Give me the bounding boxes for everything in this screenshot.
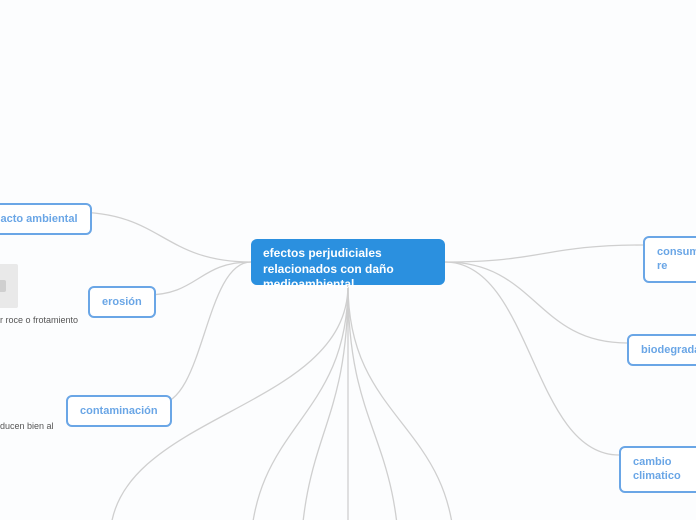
node-label: erosión [102, 296, 142, 308]
center-node-label: efectos perjudiciales relacionados con d… [263, 246, 394, 291]
node-bio[interactable]: biodegradable [627, 334, 696, 366]
image-placeholder [0, 264, 18, 308]
node-consumo[interactable]: consumo re [643, 236, 696, 283]
node-label: cambio climatico [633, 456, 681, 482]
mindmap-canvas: efectos perjudiciales relacionados con d… [0, 0, 696, 520]
node-contam[interactable]: contaminación [66, 395, 172, 427]
node-label: biodegradable [641, 344, 696, 356]
node-label: consumo re [657, 246, 696, 272]
text-fragment: roducen bien al [0, 421, 54, 431]
node-cambio[interactable]: cambio climatico [619, 446, 696, 493]
node-label: contaminación [80, 405, 158, 417]
node-impacto[interactable]: mpacto ambiental [0, 203, 92, 235]
center-node[interactable]: efectos perjudiciales relacionados con d… [251, 239, 445, 285]
text-fragment: por roce o frotamiento [0, 315, 78, 325]
node-label: mpacto ambiental [0, 213, 78, 225]
node-erosion[interactable]: erosión [88, 286, 156, 318]
